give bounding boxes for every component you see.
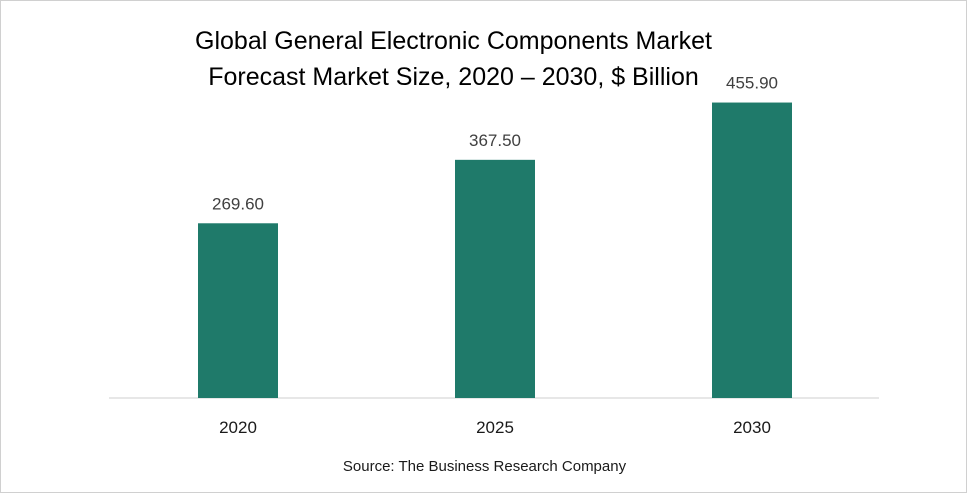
data-label-2020: 269.60 [212,194,264,213]
chart-title-block: Global General Electronic Components Mar… [1,23,906,95]
bar-2030 [712,102,792,398]
chart-subtitle: Forecast Market Size, 2020 – 2030, $ Bil… [208,63,699,91]
bars-group: 269.60 2020 367.50 2025 455.90 2030 [198,74,792,437]
bar-2020 [198,223,278,398]
x-tick-label-2025: 2025 [476,418,514,437]
source-note: Source: The Business Research Company [342,458,627,475]
chart-title: Global General Electronic Components Mar… [195,27,712,55]
data-label-2025: 367.50 [469,131,521,150]
bar-2025 [455,159,535,398]
x-tick-label-2030: 2030 [733,418,771,437]
x-tick-label-2020: 2020 [219,418,257,437]
data-label-2030: 455.90 [726,74,778,93]
